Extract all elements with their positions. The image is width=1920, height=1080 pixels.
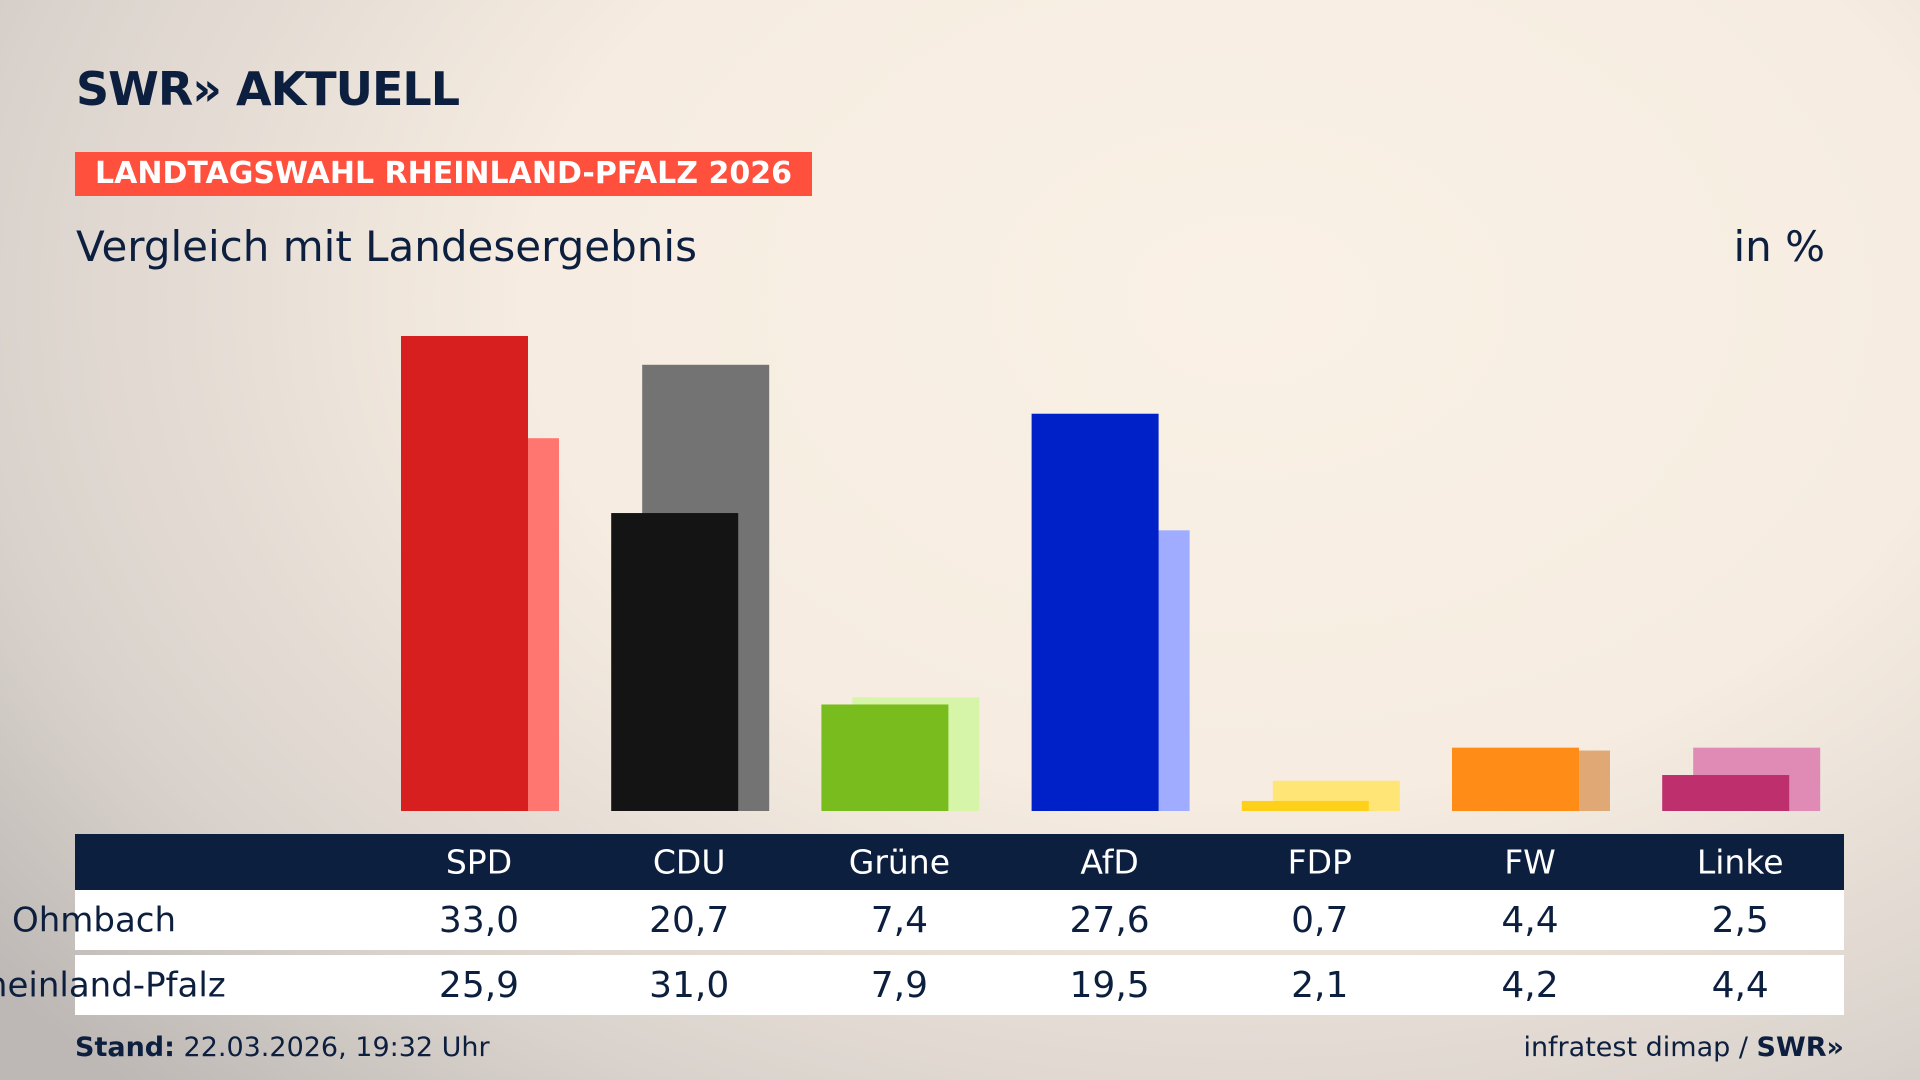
cell-value: 20,7 xyxy=(649,900,729,941)
bar xyxy=(1452,747,1579,811)
footer-label: Stand: xyxy=(75,1032,175,1063)
bar xyxy=(821,704,949,811)
column-header: AfD xyxy=(1080,843,1138,882)
cell-value: 4,4 xyxy=(1712,965,1769,1006)
cell-value: 4,2 xyxy=(1501,965,1558,1006)
column-header: Grüne xyxy=(849,843,950,882)
unit: in % xyxy=(1733,222,1825,271)
footer-source: infratest dimap / SWR» xyxy=(1523,1032,1844,1063)
source: infratest dimap xyxy=(1523,1032,1731,1063)
footer-text: 22.03.2026, 19:32 Uhr xyxy=(183,1032,490,1063)
row-label: Ohmbach xyxy=(12,901,176,941)
column-header: CDU xyxy=(653,843,726,882)
cell-value: 27,6 xyxy=(1070,900,1150,941)
cell-value: 31,0 xyxy=(649,965,729,1006)
cell-value: 33,0 xyxy=(439,900,519,941)
bar xyxy=(1662,775,1790,811)
footer-date: Stand: 22.03.2026, 19:32 Uhr xyxy=(75,1032,490,1063)
bar xyxy=(611,513,739,811)
table-header xyxy=(75,834,1844,890)
column-header: FW xyxy=(1504,843,1556,882)
subtitle: Vergleich mit Landesergebnis xyxy=(76,222,697,271)
cell-value: 7,4 xyxy=(871,900,928,941)
column-header: FDP xyxy=(1288,843,1352,882)
bar xyxy=(401,336,528,811)
column-header: Linke xyxy=(1697,843,1784,882)
cell-value: 0,7 xyxy=(1291,900,1348,941)
table-row xyxy=(75,955,1844,1015)
cell-value: 19,5 xyxy=(1070,965,1150,1006)
source-logo: SWR» xyxy=(1756,1032,1844,1063)
badge: LANDTAGSWAHL RHEINLAND-PFALZ 2026 xyxy=(75,152,812,196)
cell-value: 2,5 xyxy=(1712,900,1769,941)
cell-value: 25,9 xyxy=(439,965,519,1006)
table-row xyxy=(75,890,1844,950)
logo: SWR» AKTUELL xyxy=(76,62,460,116)
row-label: Rheinland-Pfalz xyxy=(0,966,226,1006)
cell-value: 2,1 xyxy=(1291,965,1348,1006)
cell-value: 7,9 xyxy=(871,965,928,1006)
cell-value: 4,4 xyxy=(1501,900,1558,941)
bar xyxy=(1031,413,1159,811)
bar xyxy=(1241,800,1369,811)
column-header: SPD xyxy=(446,843,512,882)
